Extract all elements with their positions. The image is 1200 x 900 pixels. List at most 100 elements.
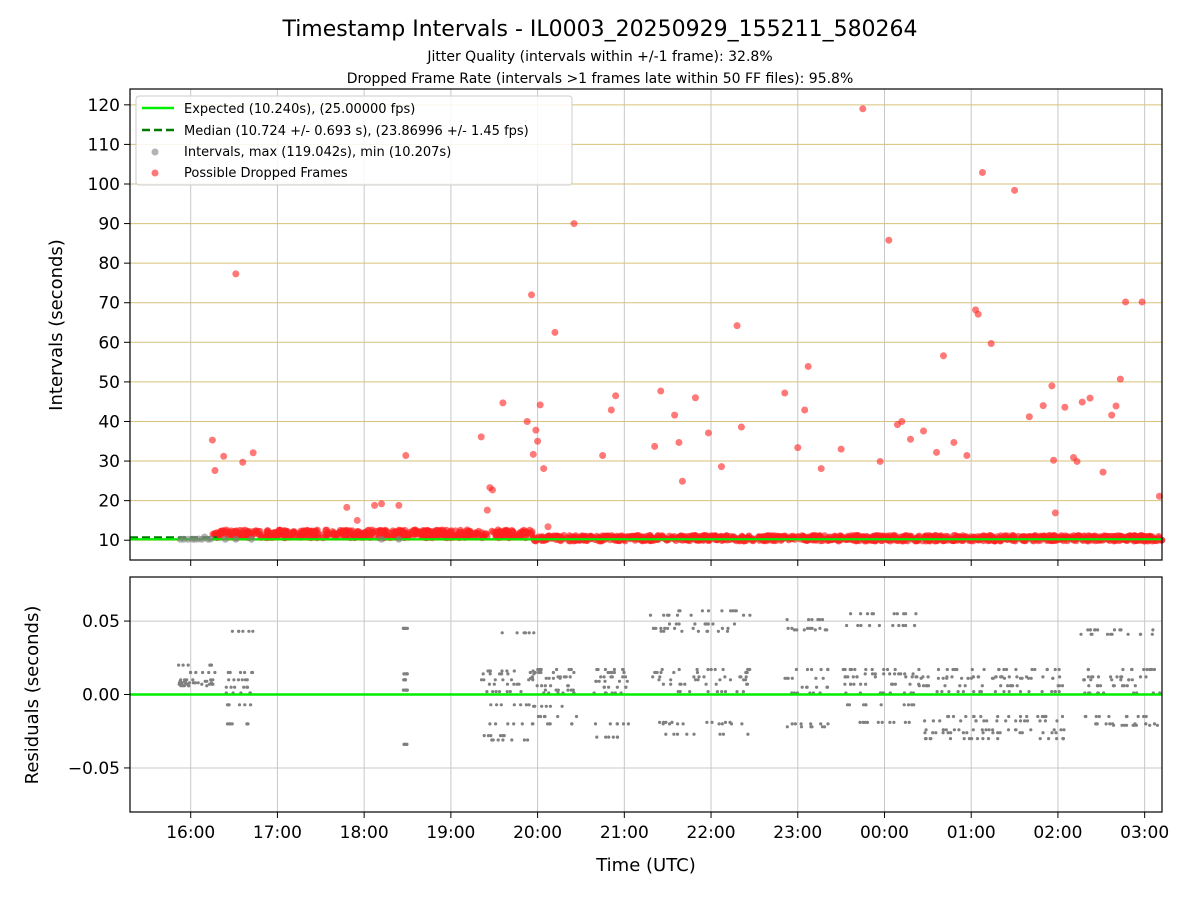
residual-point	[705, 720, 709, 725]
residual-point	[1122, 684, 1126, 688]
residual-point	[209, 681, 213, 685]
residual-point	[662, 629, 666, 633]
dropped-frame-band-point	[255, 530, 263, 538]
dropped-frame-band-point	[798, 532, 806, 540]
residual-point	[512, 703, 516, 707]
residual-point	[723, 675, 727, 679]
dropped-frame-point	[978, 169, 986, 177]
residual-point	[1094, 714, 1098, 719]
legend-expected-label: Expected (10.240s), (25.00000 fps)	[184, 102, 415, 117]
legend-intervals-label: Intervals, max (119.042s), min (10.207s)	[184, 145, 451, 160]
residual-point	[494, 722, 498, 726]
residual-point	[654, 626, 658, 631]
residual-point	[790, 722, 794, 726]
residual-point	[806, 626, 810, 631]
dropped-frame-point	[489, 486, 497, 494]
intervals-y-tick-label: 10	[98, 531, 120, 551]
dropped-frame-point	[1078, 398, 1086, 406]
residual-point	[556, 714, 560, 719]
residual-point	[403, 678, 407, 682]
residual-point	[892, 612, 896, 616]
residual-point	[879, 703, 883, 707]
residual-point	[500, 631, 504, 635]
residual-point	[877, 623, 882, 628]
residual-point	[187, 684, 191, 688]
residual-point	[512, 669, 516, 673]
dropped-frame-point	[371, 501, 379, 509]
dropped-frame-point	[675, 438, 683, 446]
residual-point	[711, 622, 715, 626]
dropped-frame-band-point	[340, 527, 348, 535]
residual-point	[675, 613, 680, 617]
dropped-frame-band-point	[282, 527, 290, 535]
residual-point	[873, 675, 878, 679]
residual-point	[901, 623, 905, 628]
residual-point	[566, 684, 570, 688]
residual-point	[1090, 675, 1094, 679]
residual-point	[1096, 675, 1101, 679]
residual-point	[177, 663, 181, 667]
residual-point	[229, 685, 233, 689]
dropped-frame-point	[249, 449, 257, 457]
residual-point	[536, 714, 541, 719]
dropped-frame-band-point	[824, 537, 832, 544]
residual-point	[693, 678, 698, 682]
residual-point	[515, 682, 519, 686]
residual-point	[729, 609, 733, 613]
residual-point	[703, 622, 707, 626]
residual-point	[807, 618, 811, 622]
residual-point	[721, 667, 725, 672]
residual-point	[668, 722, 672, 726]
residual-point	[1144, 714, 1148, 719]
residual-point	[953, 667, 957, 672]
residual-point	[543, 684, 547, 688]
residual-point	[726, 626, 730, 631]
residual-point	[1040, 690, 1044, 694]
dropped-frame-point	[477, 433, 485, 441]
residual-point	[720, 609, 724, 613]
residual-point	[1079, 632, 1083, 636]
residual-point	[670, 720, 674, 725]
residual-point	[520, 722, 524, 726]
residual-point	[569, 667, 573, 672]
dropped-frame-point	[704, 429, 712, 437]
intervals-y-tick-label: 20	[98, 492, 120, 512]
residual-point	[853, 667, 857, 672]
residual-point	[1142, 714, 1146, 719]
residual-point	[957, 728, 961, 732]
residual-point	[1107, 714, 1111, 719]
residual-point	[602, 685, 607, 689]
residual-point	[841, 667, 845, 672]
residual-point	[706, 629, 710, 633]
residual-point	[691, 626, 695, 631]
residual-point	[974, 719, 978, 723]
residual-point	[531, 722, 535, 726]
interval-point	[377, 535, 385, 543]
residual-point	[721, 732, 726, 736]
residual-point	[499, 703, 503, 707]
residual-point	[912, 703, 916, 707]
residual-point	[544, 676, 548, 680]
residual-point	[623, 675, 628, 679]
residual-point	[904, 675, 908, 679]
residual-point	[482, 734, 486, 738]
residual-point	[608, 722, 612, 726]
residual-point	[951, 667, 955, 672]
residual-point	[991, 731, 995, 735]
residual-point	[487, 682, 491, 686]
residual-point	[1053, 667, 1057, 672]
residual-point	[938, 719, 942, 723]
residual-point	[940, 690, 944, 694]
dropped-frame-band-point	[528, 528, 536, 536]
residual-point	[669, 678, 673, 682]
residual-point	[519, 703, 523, 707]
residual-point	[924, 684, 929, 688]
residual-point	[685, 732, 689, 736]
residual-point	[1108, 722, 1112, 726]
residual-point	[505, 690, 509, 694]
dropped-frame-point	[483, 506, 491, 514]
residual-point	[692, 732, 696, 736]
intervals-y-tick-label: 50	[98, 373, 120, 393]
residual-point	[603, 667, 608, 672]
dropped-frame-band-point	[1125, 532, 1133, 540]
